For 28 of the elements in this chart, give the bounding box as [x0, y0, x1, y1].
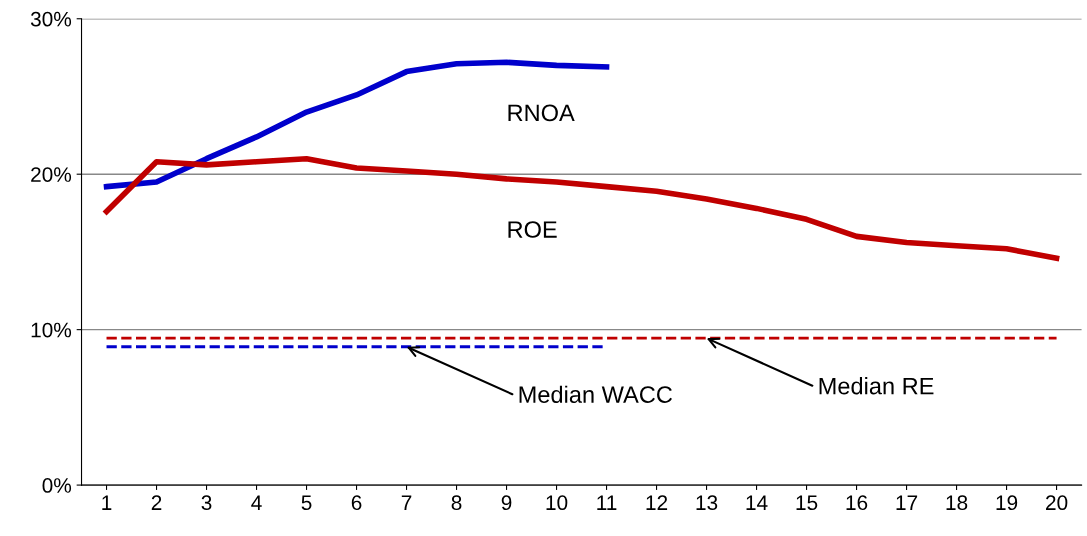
series-label: ROE — [508, 221, 557, 238]
x-tick-label: 4 — [251, 495, 262, 510]
y-tick-label: 0% — [42, 478, 72, 493]
x-tick-label: 16 — [846, 495, 868, 511]
x-tick-label: 2 — [151, 495, 162, 510]
x-tick-label: 19 — [996, 495, 1018, 511]
annotation: Median RE — [819, 377, 934, 395]
x-tick-label: 11 — [597, 495, 617, 510]
x-tick-label: 9 — [501, 495, 512, 511]
y-tick-label: 30% — [30, 11, 72, 27]
x-tick-label: 10 — [546, 495, 568, 511]
x-tick-label: 15 — [796, 495, 818, 511]
x-tick-label: 3 — [201, 495, 212, 511]
x-tick-label: 12 — [646, 495, 668, 510]
x-tick-label: 14 — [746, 495, 768, 510]
x-tick-label: 17 — [896, 495, 918, 510]
y-tick-label: 20% — [31, 167, 72, 182]
x-tick-label: 20 — [1046, 495, 1068, 511]
x-tick-label: 18 — [946, 495, 968, 511]
x-tick-label: 8 — [451, 495, 462, 511]
annotation: Median WACC — [519, 385, 672, 403]
x-tick-label: 6 — [351, 495, 362, 511]
x-tick-label: 1 — [102, 495, 112, 510]
x-tick-label: 13 — [696, 495, 718, 511]
x-tick-label: 5 — [301, 495, 312, 511]
x-tick-label: 7 — [401, 495, 412, 510]
y-tick-label: 10% — [31, 322, 72, 338]
series-label: RNOA — [508, 104, 575, 122]
